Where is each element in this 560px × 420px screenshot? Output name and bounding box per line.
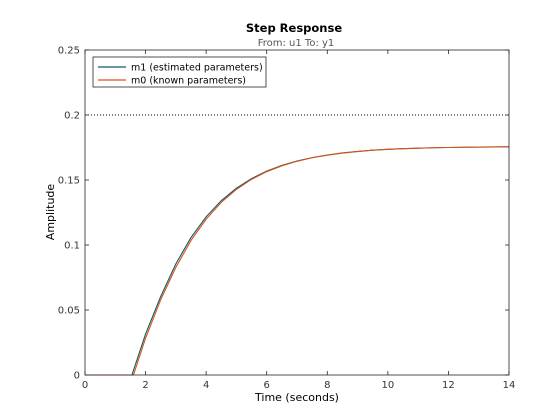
y-tick-label: 0.15 [58,176,80,187]
axes-background [85,50,509,375]
x-tick-label: 6 [264,380,270,391]
x-tick-label: 10 [381,380,394,391]
legend-label-m1: m1 (estimated parameters) [131,63,263,74]
y-tick-label: 0.2 [64,111,80,122]
legend: m1 (estimated parameters) m0 (known para… [92,56,267,88]
x-tick-label: 12 [442,380,455,391]
legend-box [92,56,267,88]
plot-area: 0 2 4 6 8 10 12 14 0 0.05 0.1 0.15 0.2 0.25 [58,46,516,392]
y-tick-label: 0.05 [58,306,80,317]
y-tick-label: 0.25 [58,46,80,57]
y-axis-label: Amplitude [44,184,57,241]
x-tick-label: 14 [503,380,516,391]
y-tick-label: 0 [74,371,80,382]
x-tick-label: 2 [142,380,148,391]
legend-label-m0: m0 (known parameters) [131,76,246,87]
x-tick-label: 0 [82,380,88,391]
x-tick-label: 4 [203,380,209,391]
series-layer [85,146,510,376]
tick-layer: 0 2 4 6 8 10 12 14 0 0.05 0.1 0.15 0.2 0.25 [58,46,516,392]
x-axis-label: Time (seconds) [254,391,339,404]
x-tick-label: 8 [324,380,330,391]
y-tick-label: 0.1 [64,241,80,252]
chart-title: Step Response [246,21,342,35]
axes-box [84,49,510,376]
series-line-m0 [85,146,510,376]
chart-subtitle: From: u1 To: y1 [258,38,335,49]
